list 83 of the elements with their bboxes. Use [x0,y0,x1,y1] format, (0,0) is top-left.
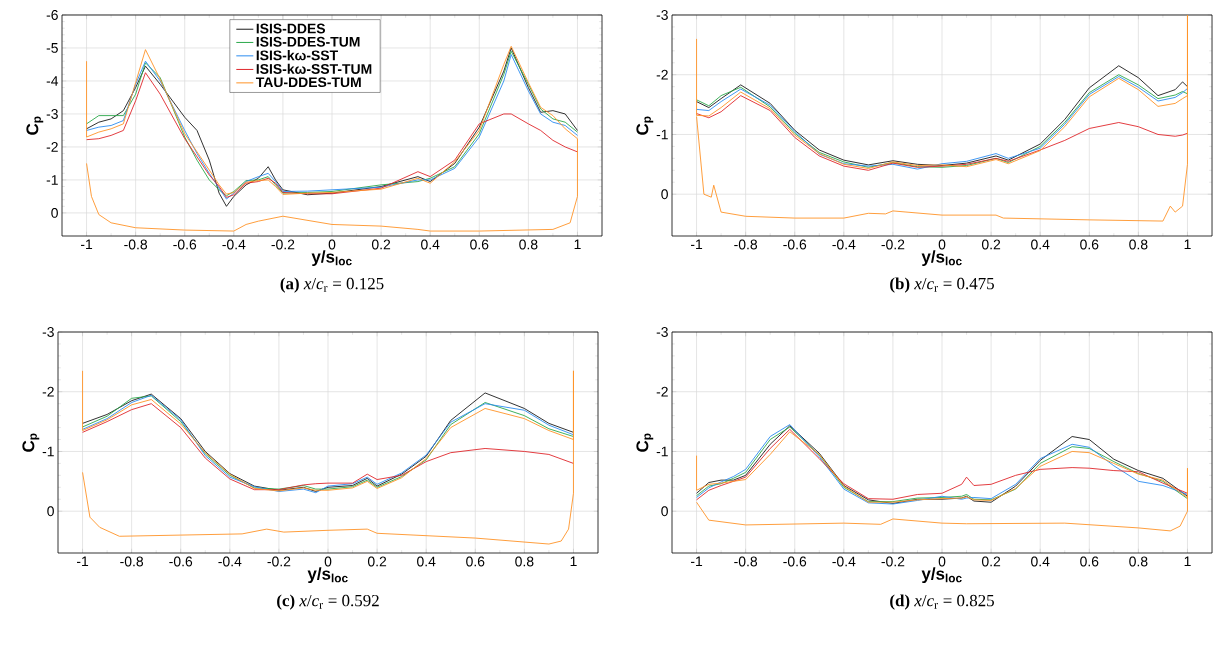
x-tick-label: 1 [570,556,577,567]
x-tick-label: 0.8 [1129,239,1148,250]
x-tick-label: -1 [76,556,89,567]
text: (d) x/c$_{r}$ = 0.825 [890,594,994,610]
x-tick-label: 0 [328,239,336,250]
x-tick-label: -1 [80,239,93,250]
x-tick-label: -0.6 [173,239,197,250]
y-tick-label: -2 [42,386,54,397]
x-axis-title: y/s$_{loc}$ [921,250,962,267]
x-tick-label: 0 [324,556,332,567]
x-tick-label: 1 [1184,239,1191,250]
y-tick-label: -1 [656,446,668,457]
y-axis-title: C$_{p}$ [22,433,40,452]
x-tick-label: -0.8 [120,556,144,567]
line-series [696,15,1188,222]
y-tick-label: -1 [42,446,54,457]
x-tick-label: 0.4 [1031,556,1050,567]
x-tick-label: -0.8 [734,556,758,567]
y-tick-label: 0 [51,207,58,218]
x-tick-label: -0.4 [832,239,856,250]
line-series [82,370,574,545]
x-tick-label: -0.6 [783,239,807,250]
x-tick-label: 0.8 [515,556,534,567]
y-tick-label: -4 [46,76,59,86]
x-tick-label: -0.8 [124,239,148,250]
x-tick-label: 0.6 [466,556,485,567]
x-tick-label: 0.8 [1129,556,1148,567]
x-tick-label: -1 [690,556,703,567]
x-tick-label: -0.4 [222,239,246,250]
line-series [696,431,1188,532]
y-tick-label: -2 [656,386,668,397]
y-tick-label: -6 [46,10,58,20]
y-tick-label: -3 [42,327,54,337]
x-tick-label: -0.6 [169,556,193,567]
x-tick-label: 1 [574,239,581,250]
x-tick-label: 0.4 [421,239,440,250]
text: (c) x/c$_{r}$ = 0.592 [277,594,379,610]
x-tick-label: 0.6 [1080,239,1099,250]
text: (b) x/c$_{r}$ = 0.475 [890,277,994,293]
x-tick-label: 0 [938,239,946,250]
x-tick-label: -0.8 [734,239,758,250]
y-tick-label: -3 [656,10,668,20]
y-tick-label: -3 [46,109,58,119]
x-axis-title: y/s$_{loc}$ [307,567,348,584]
y-tick-label: -2 [46,142,58,152]
x-tick-label: 0 [938,556,946,567]
x-tick-label: 0.6 [470,239,489,250]
y-axis-title: C$_{p}$ [636,116,654,135]
y-tick-label: 0 [661,189,668,200]
y-axis-title: C$_{p}$ [26,116,44,135]
legend-label: ISIS-DDES-TUM [256,36,360,47]
x-tick-label: -1 [690,239,703,250]
x-tick-label: -0.2 [881,556,905,567]
y-tick-label: 0 [661,506,668,517]
x-tick-label: -0.2 [267,556,291,567]
x-tick-label: 0.2 [371,239,391,250]
x-tick-label: -0.2 [881,239,905,250]
x-tick-label: 0.2 [367,556,387,567]
x-tick-label: 0.4 [1031,239,1050,250]
x-tick-label: 0.2 [981,239,1001,250]
y-tick-label: -2 [656,69,668,80]
x-axis-title: y/s$_{loc}$ [921,567,962,584]
y-tick-label: 0 [47,506,54,517]
x-tick-label: 1 [1184,556,1191,567]
x-tick-label: -0.2 [271,239,295,250]
legend-label: TAU-DDES-TUM [255,77,361,88]
y-tick-label: -1 [656,129,668,140]
x-tick-label: -0.6 [783,556,807,567]
y-tick-label: -3 [656,327,668,337]
x-tick-label: -0.4 [832,556,856,567]
x-tick-label: 0.8 [519,239,538,250]
x-tick-label: -0.4 [218,556,242,567]
text: (a) x/c$_{r}$ = 0.125 [280,277,384,293]
x-tick-label: 0.6 [1080,556,1099,567]
x-axis-title: y/s$_{loc}$ [311,250,352,267]
y-axis-title: C$_{p}$ [636,433,654,452]
y-tick-label: -5 [46,43,58,53]
legend-label: ISIS-kω-SST-TUM [256,63,372,74]
legend-label: ISIS-kω-SST [256,50,338,61]
x-tick-label: 0.2 [981,556,1001,567]
legend-label: ISIS-DDES [256,23,326,34]
y-tick-label: -1 [46,175,58,185]
x-tick-label: 0.4 [417,556,436,567]
